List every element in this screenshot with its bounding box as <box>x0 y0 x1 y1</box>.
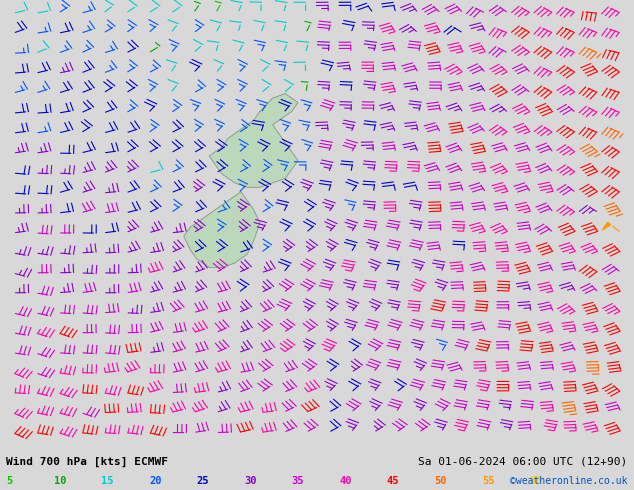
Text: 40: 40 <box>339 476 352 486</box>
Text: 10: 10 <box>54 476 67 486</box>
Text: Wind 700 hPa [kts] ECMWF: Wind 700 hPa [kts] ECMWF <box>6 457 169 467</box>
Polygon shape <box>209 94 298 187</box>
Polygon shape <box>602 222 611 230</box>
Text: 60: 60 <box>529 476 542 486</box>
Text: 30: 30 <box>244 476 257 486</box>
Text: 50: 50 <box>434 476 447 486</box>
Text: 35: 35 <box>292 476 304 486</box>
Text: ©weatheronline.co.uk: ©weatheronline.co.uk <box>510 476 628 486</box>
Polygon shape <box>184 192 260 268</box>
Text: Sa 01-06-2024 06:00 UTC (12+90): Sa 01-06-2024 06:00 UTC (12+90) <box>418 457 628 467</box>
Text: 15: 15 <box>101 476 114 486</box>
Text: 20: 20 <box>149 476 162 486</box>
Text: 55: 55 <box>482 476 495 486</box>
Text: 25: 25 <box>197 476 209 486</box>
Text: 45: 45 <box>387 476 399 486</box>
Text: 5: 5 <box>6 476 13 486</box>
